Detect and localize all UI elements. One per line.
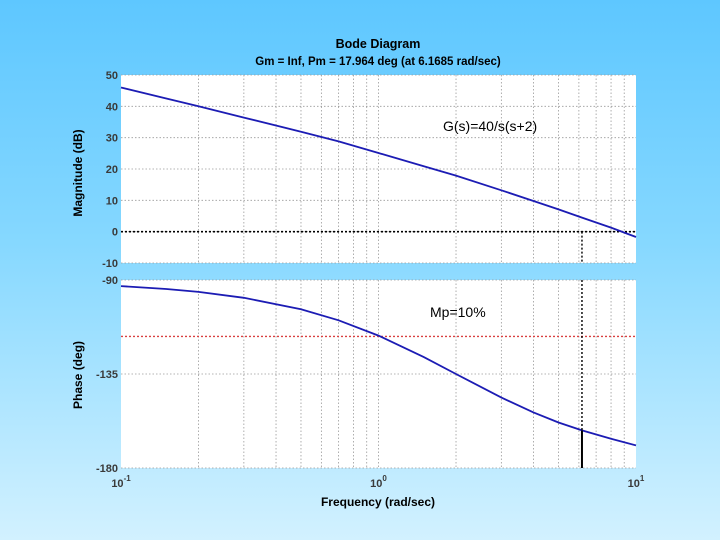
magnitude-annotation: G(s)=40/s(s+2) bbox=[443, 118, 537, 134]
y-tick-label: 50 bbox=[106, 70, 118, 82]
y-tick-label: -135 bbox=[96, 369, 118, 381]
x-tick-label: 101 bbox=[628, 474, 645, 490]
series-line bbox=[120, 86, 637, 238]
magnitude-panel: 50 40 30 20 10 0 -10 G(s)=40/s(s+2) Magnitude … bbox=[71, 70, 637, 270]
phase-plot-area bbox=[121, 280, 636, 468]
phase-tick-labels: -90 -135 -180 bbox=[96, 275, 118, 475]
y-tick-label: 10 bbox=[106, 195, 118, 207]
phase-axis-label: Phase (deg) bbox=[71, 341, 85, 409]
y-tick-label: -180 bbox=[96, 463, 118, 475]
y-tick-label: -90 bbox=[102, 275, 118, 287]
y-tick-label: -10 bbox=[102, 258, 118, 270]
x-tick-label: 10-1 bbox=[111, 474, 131, 490]
chart-subtitle: Gm = Inf, Pm = 17.964 deg (at 6.1685 rad… bbox=[255, 56, 501, 68]
frequency-tick-labels: 10-1 100 101 bbox=[111, 474, 645, 490]
phase-annotation: Mp=10% bbox=[430, 304, 486, 320]
x-tick-label: 100 bbox=[370, 474, 387, 490]
y-tick-label: 0 bbox=[112, 227, 118, 239]
y-tick-label: 30 bbox=[106, 133, 118, 145]
y-tick-label: 20 bbox=[106, 164, 118, 176]
magnitude-axis-label: Magnitude (dB) bbox=[71, 129, 85, 216]
magnitude-tick-labels: 50 40 30 20 10 0 -10 bbox=[102, 70, 118, 270]
frequency-axis-label: Frequency (rad/sec) bbox=[321, 495, 435, 509]
phase-curve bbox=[120, 285, 637, 447]
y-tick-label: 40 bbox=[106, 101, 118, 113]
phase-panel: -90-135-180 Mp=10% Phase (deg) 10-1 100 10… bbox=[71, 275, 645, 509]
magnitude-curve bbox=[120, 86, 637, 238]
series-line bbox=[120, 285, 637, 447]
chart-title: Bode Diagram bbox=[336, 37, 421, 51]
